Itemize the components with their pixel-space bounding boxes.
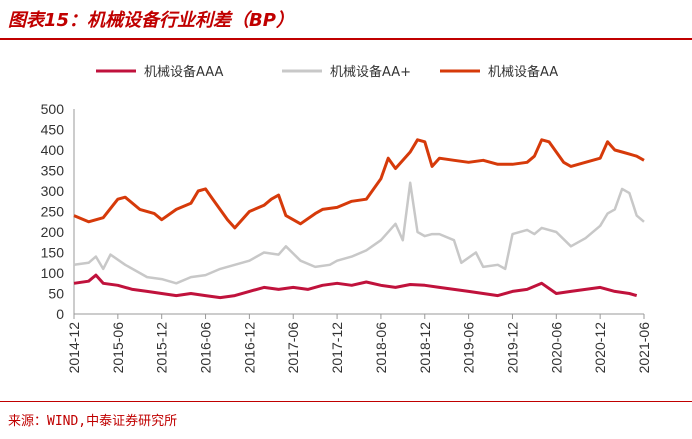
x-tick-label: 2017-06	[285, 322, 301, 374]
y-tick-label: 0	[56, 306, 64, 322]
x-tick-label: 2019-12	[504, 322, 520, 374]
x-tick-label: 2018-06	[373, 322, 389, 374]
source-note: 来源：WIND,中泰证券研究所	[8, 414, 178, 429]
y-tick-label: 50	[48, 286, 64, 302]
x-tick-label: 2017-12	[329, 322, 345, 374]
y-tick-label: 400	[41, 142, 65, 158]
x-tick-label: 2018-12	[417, 322, 433, 374]
y-tick-label: 200	[41, 224, 65, 240]
series-line-0	[73, 273, 638, 300]
y-tick-label: 150	[41, 245, 65, 261]
y-tick-label: 350	[41, 163, 65, 179]
x-tick-label: 2020-06	[548, 322, 564, 374]
x-tick-label: 2016-12	[241, 322, 257, 374]
y-tick-label: 100	[41, 265, 65, 281]
x-axis: 2014-12 2015-06 2015-12 2016-06 2016-12 2017-…	[66, 313, 652, 374]
chart-legend: 机械设备AAA 机械设备AA+ 机械设备AA	[96, 64, 558, 80]
title-divider	[0, 38, 692, 40]
x-tick-label: 2016-06	[198, 322, 214, 374]
x-tick-label: 2021-06	[636, 322, 652, 374]
y-tick-label: 500	[41, 101, 65, 117]
y-tick-label: 450	[41, 122, 65, 138]
legend-label: 机械设备AA+	[330, 64, 411, 80]
y-tick-label: 250	[41, 204, 65, 220]
chart-title: 图表15：机械设备行业利差（BP）	[8, 10, 294, 31]
legend-label: 机械设备AAA	[144, 64, 224, 80]
y-axis: 0 50 100 150 200 250 300 350 400 450 500	[41, 101, 75, 322]
legend-label: 机械设备AA	[488, 64, 558, 80]
source-divider	[0, 401, 692, 402]
x-tick-label: 2015-06	[110, 322, 126, 374]
x-tick-label: 2015-12	[154, 322, 170, 374]
y-tick-label: 300	[41, 183, 65, 199]
spread-line-chart: 机械设备AAA 机械设备AA+ 机械设备AA 0 50 100 150 200 250 300 3…	[41, 64, 652, 374]
series-line-1	[73, 181, 645, 285]
x-tick-label: 2014-12	[66, 322, 82, 374]
series-line-2	[73, 138, 645, 230]
x-tick-label: 2020-12	[592, 322, 608, 374]
plot-area	[73, 138, 645, 300]
x-tick-label: 2019-06	[461, 322, 477, 374]
